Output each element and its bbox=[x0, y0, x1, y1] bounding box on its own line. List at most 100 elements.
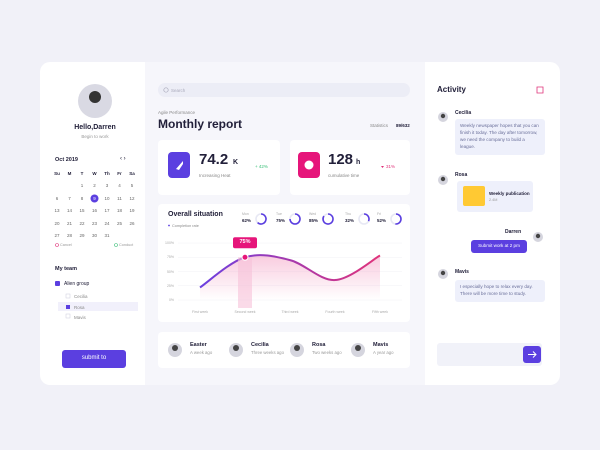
stats-value: 89/632 bbox=[396, 123, 410, 128]
member-name: Easter bbox=[190, 342, 207, 348]
activity-title: Activity bbox=[437, 85, 466, 94]
member-head bbox=[355, 345, 361, 351]
legend-dot bbox=[168, 224, 170, 227]
member-name: Cecilia bbox=[251, 342, 269, 348]
y-tick-label: 25% bbox=[166, 283, 174, 288]
tooltip bbox=[233, 237, 257, 249]
day: 25 bbox=[116, 220, 122, 226]
msg-head bbox=[440, 176, 446, 182]
selected-day bbox=[90, 194, 99, 203]
team-group: Alien group bbox=[64, 281, 90, 287]
weekday: Th bbox=[104, 171, 110, 176]
submit-button[interactable] bbox=[62, 350, 126, 368]
msg-head bbox=[535, 233, 541, 239]
kpi-change: + 42% bbox=[255, 164, 268, 169]
msg-text: I especially hope to relax every day. Th… bbox=[455, 280, 545, 302]
team-card bbox=[158, 332, 410, 368]
point bbox=[241, 253, 249, 261]
weekday: T bbox=[80, 171, 84, 176]
kpi-change: 31% bbox=[386, 164, 396, 169]
day: 29 bbox=[79, 233, 85, 239]
clock-glyph bbox=[304, 160, 314, 170]
day: 2 bbox=[93, 183, 96, 189]
day: 13 bbox=[54, 208, 60, 214]
checkbox[interactable] bbox=[66, 305, 70, 309]
gauge-day: Wed bbox=[309, 212, 317, 216]
legend-dot bbox=[114, 243, 118, 247]
kicker: Agile Performance bbox=[158, 110, 196, 115]
team-member: Mavis bbox=[74, 315, 86, 320]
team-member: Rosa bbox=[74, 304, 85, 310]
y-tick-label: 75% bbox=[166, 255, 174, 260]
x-tick-label: Fourth week bbox=[325, 310, 345, 314]
weekday: Sa bbox=[129, 171, 135, 176]
gauge-arc bbox=[395, 213, 402, 225]
member-time: Three weeks ago bbox=[251, 350, 284, 355]
member-head bbox=[294, 345, 300, 351]
gauge-label: 52% bbox=[377, 217, 387, 223]
member-name: Mavis bbox=[373, 342, 389, 348]
kpi-value: 74.2 bbox=[199, 151, 229, 168]
legend-label: Conduct bbox=[119, 243, 134, 247]
day: 4 bbox=[118, 183, 121, 189]
submit-label: submit to bbox=[81, 355, 107, 361]
gauge-label: 85% bbox=[309, 217, 319, 223]
y-tick-label: 100% bbox=[165, 241, 174, 245]
gauge-label: 32% bbox=[345, 217, 355, 223]
data-label: 75% bbox=[239, 239, 251, 246]
kpi-value: 128 bbox=[328, 151, 354, 168]
down-arrow bbox=[381, 166, 384, 168]
search-bar[interactable] bbox=[158, 83, 410, 97]
day: 14 bbox=[66, 208, 72, 214]
gauge-label: 62% bbox=[242, 217, 252, 223]
search-icon bbox=[163, 87, 169, 93]
highlight-band bbox=[238, 257, 252, 308]
x-tick-label: First week bbox=[192, 310, 208, 314]
rocket-icon bbox=[168, 152, 190, 178]
search-placeholder: Search bbox=[171, 87, 186, 93]
greeting: Hello,Darren bbox=[74, 124, 116, 131]
gauge-arc bbox=[289, 213, 301, 225]
day: 10 bbox=[104, 195, 110, 201]
checkbox[interactable] bbox=[65, 293, 71, 299]
member-time: Two weeks ago bbox=[312, 350, 342, 355]
member-time: A week ago bbox=[190, 350, 213, 355]
gauge-day: Mon bbox=[242, 212, 249, 216]
day: 31 bbox=[104, 233, 110, 239]
x-tick-label: Second week bbox=[234, 310, 256, 314]
kpi-unit: h bbox=[356, 159, 361, 166]
message-input[interactable] bbox=[437, 343, 542, 366]
day: 23 bbox=[91, 220, 97, 226]
day: 19 bbox=[129, 208, 135, 214]
legend-label: Cancel bbox=[60, 243, 72, 247]
y-tick-label: 50% bbox=[166, 269, 174, 274]
line bbox=[199, 254, 381, 289]
gauge-arc bbox=[322, 213, 334, 225]
weekday: M bbox=[67, 171, 72, 176]
gauge-arc bbox=[257, 213, 267, 225]
msg-text: Submit work at 2 pm bbox=[471, 240, 527, 253]
selected-row[interactable] bbox=[58, 302, 138, 311]
day: 28 bbox=[66, 233, 72, 239]
calendar-nav[interactable]: ‹ › bbox=[120, 156, 126, 162]
bell-icon[interactable] bbox=[536, 86, 544, 94]
member-head bbox=[172, 345, 178, 351]
gauge-day: Fri bbox=[377, 212, 382, 216]
day: 18 bbox=[116, 208, 122, 214]
day: 20 bbox=[54, 220, 60, 226]
gauge-day: Tue bbox=[276, 212, 282, 216]
checkbox[interactable] bbox=[65, 313, 71, 319]
y-tick-label: 0% bbox=[168, 298, 174, 302]
folder-icon bbox=[463, 186, 485, 206]
checkbox[interactable] bbox=[55, 281, 60, 286]
msg-name: Cecilia bbox=[455, 110, 472, 116]
msg-name: Mavis bbox=[455, 269, 469, 275]
day: 15 bbox=[79, 208, 85, 214]
team-title: My team bbox=[55, 266, 78, 272]
kpi-label: cumulative time bbox=[328, 173, 360, 178]
member-name: Rosa bbox=[312, 342, 326, 348]
day: 21 bbox=[66, 220, 72, 226]
day: 3 bbox=[105, 183, 109, 189]
stats-label: Statistics bbox=[370, 123, 389, 128]
